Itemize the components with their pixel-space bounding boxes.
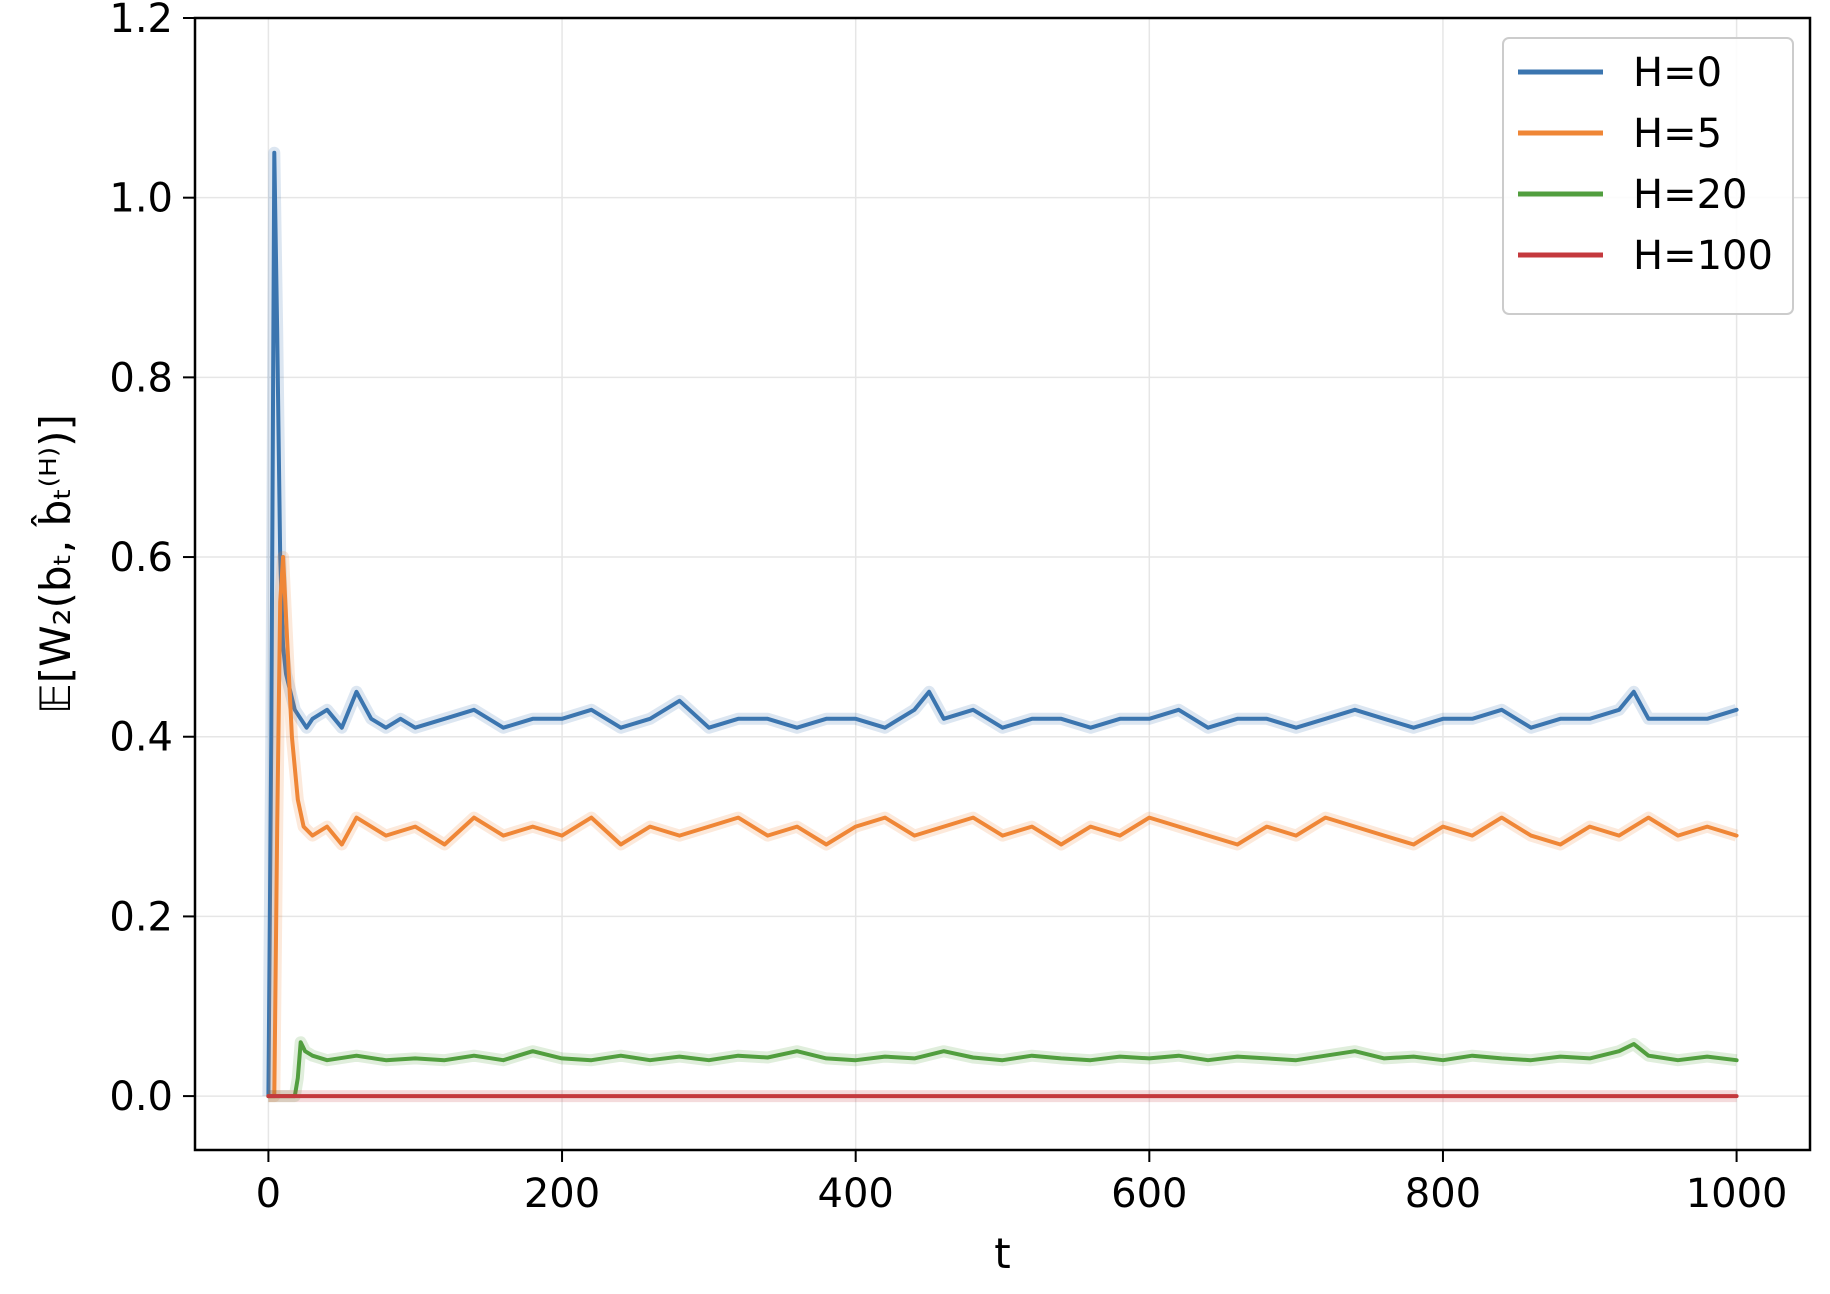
x-tick-label: 800 xyxy=(1405,1171,1481,1217)
x-tick-label: 200 xyxy=(524,1171,600,1217)
y-tick-label: 0.6 xyxy=(109,535,173,581)
y-tick-label: 0.0 xyxy=(109,1074,173,1120)
series-line-1 xyxy=(266,555,1739,1099)
axis-ticks: 0 200 400 600 800 1000 0.0 0.2 0.4 0.6 0.8 1.0 1.2 xyxy=(109,0,1787,1217)
x-tick-label: 0 xyxy=(256,1171,281,1217)
series-line-0 xyxy=(266,150,1739,1099)
x-axis-label: t xyxy=(994,1229,1010,1278)
plot-frame xyxy=(193,16,1812,1152)
grid-lines xyxy=(195,17,1810,1150)
legend-label-0: H=0 xyxy=(1633,50,1722,96)
x-tick-label: 400 xyxy=(818,1171,894,1217)
series-line-2 xyxy=(266,1040,1739,1099)
y-tick-label: 1.0 xyxy=(109,176,173,222)
legend-label-1: H=5 xyxy=(1633,111,1722,157)
y-tick-label: 0.4 xyxy=(109,715,173,761)
legend-label-3: H=100 xyxy=(1633,233,1773,279)
legend: H=0 H=5 H=20 H=100 xyxy=(1502,37,1794,315)
series-layer xyxy=(262,146,1739,1103)
y-axis-label: 𝔼[W₂(bₜ, b̂ₜ⁽ᴴ⁾)] xyxy=(30,414,80,714)
x-tick-label: 600 xyxy=(1111,1171,1187,1217)
y-tick-label: 0.8 xyxy=(109,355,173,401)
legend-label-2: H=20 xyxy=(1633,172,1748,218)
y-tick-label: 1.2 xyxy=(109,0,173,42)
x-tick-label: 1000 xyxy=(1686,1171,1788,1217)
legend-box xyxy=(1502,37,1794,315)
y-tick-label: 0.2 xyxy=(109,894,173,940)
